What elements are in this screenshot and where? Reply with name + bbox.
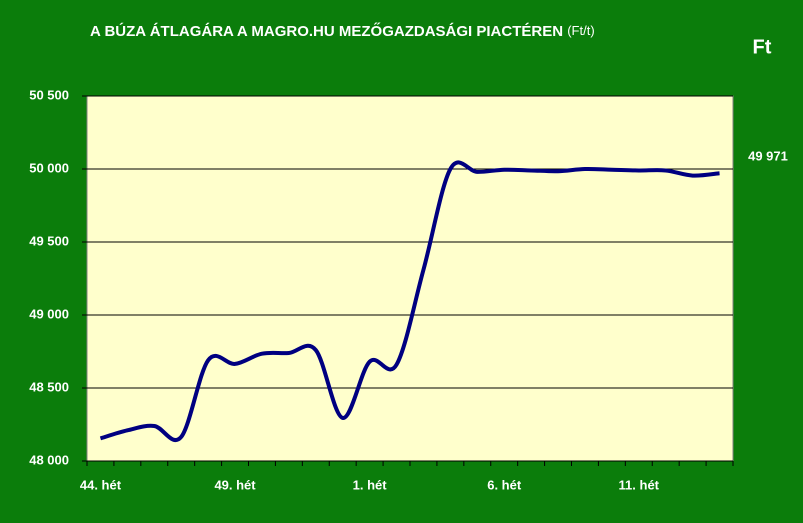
- y-tick-label: 49 000: [29, 306, 69, 321]
- title-main: A BÚZA ÁTLAGÁRA A MAGRO.HU MEZŐGAZDASÁGI…: [90, 22, 563, 40]
- plot-area: [86, 95, 734, 462]
- unit-label: Ft: [753, 36, 772, 58]
- x-tick-label: 1. hét: [353, 477, 388, 492]
- data-label: 49 971: [748, 149, 788, 164]
- title-unit: (Ft/t): [567, 23, 594, 38]
- y-tick-label: 48 500: [29, 379, 69, 394]
- chart-title: A BÚZA ÁTLAGÁRA A MAGRO.HU MEZŐGAZDASÁGI…: [90, 22, 595, 40]
- x-tick-label: 11. hét: [619, 477, 660, 492]
- y-tick-label: 48 000: [29, 452, 69, 467]
- x-tick-label: 49. hét: [214, 477, 256, 492]
- y-tick-label: 49 500: [29, 233, 69, 248]
- line: [99, 160, 720, 442]
- y-tick-label: 50 000: [29, 160, 69, 175]
- y-tick-label: 50 500: [29, 87, 69, 102]
- x-tick-label: 6. hét: [487, 477, 522, 492]
- x-tick-label: 44. hét: [80, 477, 122, 492]
